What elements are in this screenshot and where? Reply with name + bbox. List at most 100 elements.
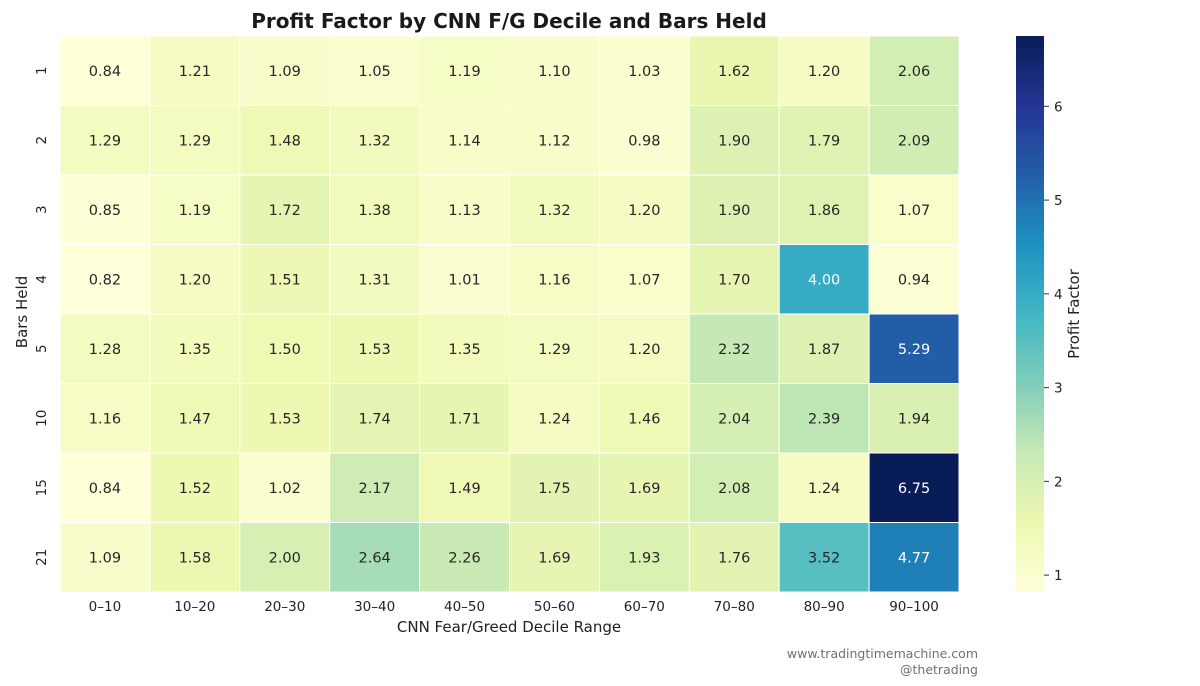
heatmap-cell: [509, 313, 600, 384]
colorbar-tick-label: 1: [1054, 568, 1063, 584]
colorbar-tick-label: 2: [1054, 474, 1063, 490]
heatmap-cell: [149, 35, 241, 106]
heatmap-cell: [149, 105, 241, 176]
cell-value-label: 1.29: [179, 133, 211, 149]
cell-value-label: 1.16: [89, 411, 121, 427]
cell-value-label: 2.08: [718, 481, 750, 497]
heatmap-cell: [688, 105, 780, 176]
heatmap-cell: [868, 313, 960, 384]
cell-value-label: 1.71: [448, 411, 480, 427]
cell-value-label: 2.64: [359, 550, 391, 566]
heatmap-cell: [509, 383, 600, 454]
y-tick-label: 4: [34, 275, 50, 284]
cell-value-label: 1.20: [179, 272, 211, 288]
cell-value-label: 1.19: [448, 64, 480, 80]
heatmap-cell: [509, 452, 600, 523]
heatmap-cell: [778, 174, 870, 245]
heatmap-cell: [329, 105, 421, 176]
heatmap-cells: 0.84 1.21 1.09 1.05 1.19 1.10 1.03 1.62 1.20 2.06…: [59, 35, 960, 593]
cell-value-label: 1.10: [538, 64, 570, 80]
cell-value-label: 1.51: [269, 272, 301, 288]
heatmap-cell: [419, 383, 511, 454]
heatmap-cell: [239, 105, 331, 176]
cell-value-label: 1.58: [179, 550, 211, 566]
x-tick-label: 20–30: [264, 599, 305, 615]
y-tick-label: 3: [34, 205, 50, 214]
cell-value-label: 2.00: [269, 550, 301, 566]
heatmap-cell: [509, 35, 600, 106]
cell-value-label: 1.24: [808, 481, 840, 497]
cell-value-label: 1.31: [359, 272, 391, 288]
cell-value-label: 1.50: [269, 342, 301, 358]
cell-value-label: 1.90: [718, 133, 750, 149]
cell-value-label: 1.87: [808, 342, 840, 358]
cell-value-label: 2.26: [448, 550, 480, 566]
cell-value-label: 2.39: [808, 411, 840, 427]
cell-value-label: 1.20: [628, 342, 660, 358]
colorbar-tick-label: 6: [1054, 99, 1063, 115]
heatmap-cell: [778, 522, 870, 593]
x-tick-label: 10–20: [174, 599, 215, 615]
cell-value-label: 1.53: [359, 342, 391, 358]
cell-value-label: 1.52: [179, 481, 211, 497]
cell-value-label: 1.07: [898, 203, 930, 219]
chart-title: Profit Factor by CNN F/G Decile and Bars…: [251, 9, 767, 33]
x-tick-label: 50–60: [534, 599, 575, 615]
cell-value-label: 1.86: [808, 203, 840, 219]
cell-value-label: 1.76: [718, 550, 750, 566]
x-tick-label: 0–10: [89, 599, 122, 615]
heatmap-cell: [149, 522, 241, 593]
heatmap-cell: [149, 174, 241, 245]
heatmap-cell: [329, 522, 421, 593]
heatmap-cell: [419, 174, 511, 245]
heatmap-cell: [509, 522, 600, 593]
heatmap-cell: [868, 522, 960, 593]
x-axis-ticks: 0–10 10–20 20–30 30–40 40–50 50–60 60–70 70–80 8…: [89, 599, 939, 615]
heatmap-cell: [688, 174, 780, 245]
y-tick-label: 10: [34, 410, 50, 427]
heatmap-cell: [419, 244, 511, 315]
heatmap-cell: [688, 244, 780, 315]
cell-value-label: 5.29: [898, 342, 930, 358]
heatmap-cell: [868, 452, 960, 523]
heatmap-cell: [59, 174, 151, 245]
cell-value-label: 1.35: [448, 342, 480, 358]
heatmap-cell: [59, 452, 151, 523]
cell-value-label: 1.94: [898, 411, 930, 427]
x-axis-label: CNN Fear/Greed Decile Range: [397, 618, 621, 636]
cell-value-label: 4.00: [808, 272, 840, 288]
y-tick-label: 15: [34, 479, 50, 496]
cell-value-label: 1.02: [269, 481, 301, 497]
cell-value-label: 2.06: [898, 64, 930, 80]
cell-value-label: 0.98: [628, 133, 660, 149]
x-tick-label: 60–70: [624, 599, 665, 615]
heatmap-cell: [419, 313, 511, 384]
heatmap-cell: [868, 174, 960, 245]
cell-value-label: 1.48: [269, 133, 301, 149]
cell-value-label: 1.47: [179, 411, 211, 427]
heatmap-cell: [598, 313, 690, 384]
x-tick-label: 40–50: [444, 599, 485, 615]
colorbar-label: Profit Factor: [1065, 268, 1083, 359]
cell-value-label: 1.07: [628, 272, 660, 288]
cell-value-label: 1.05: [359, 64, 391, 80]
heatmap-cell: [59, 383, 151, 454]
colorbar-tick-label: 5: [1054, 193, 1063, 209]
watermark-handle: @thetrading: [900, 662, 978, 677]
heatmap-cell: [598, 174, 690, 245]
heatmap-cell: [598, 452, 690, 523]
heatmap-cell: [778, 244, 870, 315]
cell-value-label: 1.21: [179, 64, 211, 80]
cell-value-label: 1.09: [269, 64, 301, 80]
heatmap-cell: [598, 105, 690, 176]
heatmap-cell: [598, 522, 690, 593]
cell-value-label: 1.74: [359, 411, 391, 427]
cell-value-label: 1.19: [179, 203, 211, 219]
colorbar-tick-label: 3: [1054, 381, 1063, 397]
heatmap-cell: [868, 105, 960, 176]
heatmap-cell: [59, 244, 151, 315]
cell-value-label: 6.75: [898, 481, 930, 497]
heatmap-cell: [419, 35, 511, 106]
cell-value-label: 1.53: [269, 411, 301, 427]
